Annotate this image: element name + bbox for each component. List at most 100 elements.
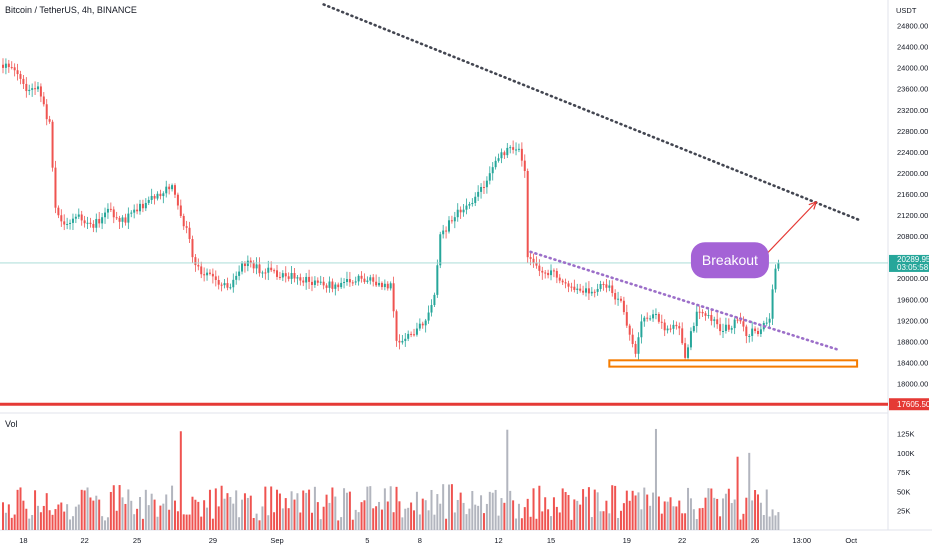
volume-bar	[415, 491, 418, 530]
volume-bar	[334, 496, 337, 530]
price-tick-label: 24800.00	[897, 22, 928, 31]
volume-bar	[7, 504, 10, 530]
candle-body	[558, 277, 561, 281]
candle-body	[512, 147, 515, 150]
volume-bar	[124, 503, 127, 530]
volume-bar	[156, 516, 159, 530]
volume-bar	[692, 509, 695, 530]
volume-bar	[45, 493, 48, 530]
candle-body	[657, 313, 660, 322]
volume-bar	[95, 495, 98, 530]
volume-bar	[640, 509, 643, 530]
volume-bar	[576, 500, 579, 530]
volume-bar	[465, 514, 468, 530]
candle-body	[692, 326, 695, 332]
support-zone-box[interactable]	[608, 359, 859, 368]
volume-bar	[176, 511, 179, 530]
candle-body	[608, 285, 611, 288]
candle-body	[754, 328, 757, 332]
volume-bar	[337, 520, 340, 530]
volume-bar	[716, 498, 719, 530]
time-tick-label: 18	[19, 536, 27, 545]
volume-bar	[777, 512, 780, 530]
candle-body	[36, 86, 39, 90]
volume-bar	[369, 486, 372, 530]
volume-tick-label: 25K	[897, 507, 910, 516]
candle-body	[628, 325, 631, 335]
volume-bar	[354, 509, 357, 530]
candle-body	[208, 272, 211, 274]
candle-body	[322, 281, 325, 286]
volume-bar	[340, 517, 343, 530]
volume-bar	[643, 487, 646, 530]
candle-body	[681, 328, 684, 344]
volume-layer	[2, 428, 780, 530]
volume-bar	[109, 491, 112, 530]
support-price-tag[interactable]	[889, 398, 929, 411]
candle-body	[270, 267, 273, 271]
volume-bar	[200, 516, 203, 530]
candle-body	[74, 216, 77, 219]
volume-bar	[319, 519, 322, 530]
volume-bar	[69, 519, 72, 530]
volume-bar	[264, 486, 267, 530]
candle-body	[622, 300, 625, 313]
candle-body	[147, 199, 150, 203]
volume-bar	[719, 516, 722, 530]
volume-bar	[197, 501, 200, 530]
volume-bar	[191, 496, 194, 530]
volume-bar	[710, 488, 713, 530]
candle-body	[605, 284, 608, 288]
candle-body	[468, 204, 471, 206]
price-tick-label: 19200.00	[897, 316, 928, 325]
candle-body	[57, 207, 60, 216]
volume-bar	[383, 488, 386, 530]
price-tick-label: 22800.00	[897, 127, 928, 136]
currency-label[interactable]: USDT	[896, 6, 917, 15]
candle-body	[313, 280, 316, 285]
candle-body	[7, 63, 10, 68]
volume-bar	[436, 494, 439, 530]
candle-body	[724, 324, 727, 331]
volume-label[interactable]: Vol	[5, 419, 18, 429]
candle-body	[351, 282, 354, 284]
volume-bar	[585, 496, 587, 530]
volume-bar	[544, 497, 547, 530]
volume-bar	[22, 500, 25, 530]
volume-bar	[182, 514, 185, 530]
volume-bar	[162, 503, 165, 530]
candle-body	[771, 289, 774, 319]
candle-body	[182, 215, 185, 227]
candle-body	[197, 265, 200, 267]
volume-bar	[637, 492, 640, 530]
volume-bar	[427, 510, 430, 530]
candle-body	[325, 285, 328, 288]
short-downtrend-trendline[interactable]	[529, 250, 838, 351]
last-price-tag[interactable]	[889, 254, 929, 272]
candle-body	[293, 273, 296, 279]
volume-bar	[541, 511, 544, 530]
volume-bar	[322, 506, 325, 530]
volume-bar	[54, 509, 57, 530]
volume-bar	[730, 503, 733, 530]
candle-body	[471, 202, 474, 205]
candle-body	[188, 227, 191, 240]
volume-bar	[663, 501, 666, 530]
candle-body	[701, 311, 704, 314]
candle-body	[104, 212, 107, 218]
candle-body	[689, 331, 692, 348]
volume-bar	[526, 498, 529, 530]
candle-body	[579, 288, 582, 291]
volume-bar	[214, 488, 217, 530]
volume-bar	[305, 492, 308, 530]
volume-bar	[278, 493, 281, 530]
symbol-title[interactable]: Bitcoin / TetherUS, 4h, BINANCE	[5, 5, 137, 15]
breakout-bubble[interactable]	[690, 242, 769, 279]
volume-bar	[468, 508, 471, 530]
volume-bar	[299, 512, 302, 530]
long-downtrend-trendline[interactable]	[322, 3, 862, 222]
candle-body	[176, 194, 179, 206]
volume-bar	[343, 488, 346, 530]
